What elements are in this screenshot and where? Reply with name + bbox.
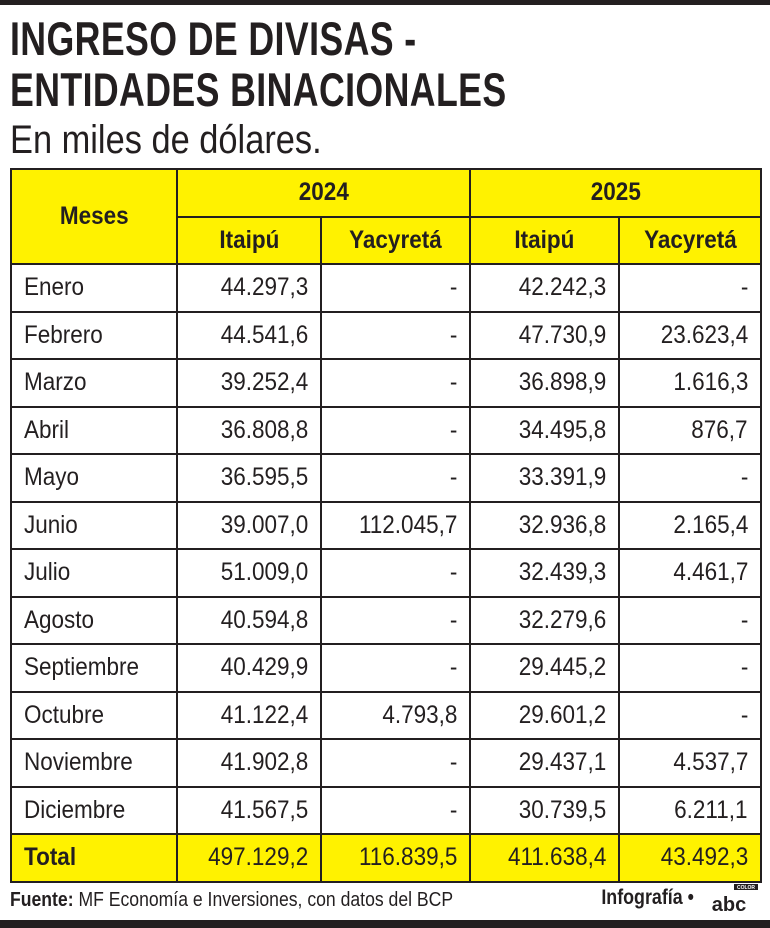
cell-yacyreta-2025: 23.623,4: [618, 310, 762, 360]
cell-yacyreta-2025: 876,7: [618, 405, 762, 455]
cell-month: Enero: [10, 263, 178, 313]
cell-yacyreta-2024: -: [320, 358, 471, 408]
data-table: Meses 2024 2025 Itaipú Yacyretá Itaipú Y…: [10, 168, 762, 883]
cell-month: Junio: [10, 500, 178, 550]
cell-yacyreta-2024: 116.839,5: [320, 833, 471, 883]
cell-itaipu-2025: 32.439,3: [469, 548, 620, 598]
header-yacyreta-2024: Yacyretá: [320, 215, 471, 265]
title-line-1: INGRESO DE DIVISAS -: [10, 12, 417, 65]
cell-itaipu-2024: 36.808,8: [176, 405, 322, 455]
cell-month: Total: [10, 833, 178, 883]
cell-yacyreta-2025: 4.537,7: [618, 738, 762, 788]
title-line-2: ENTIDADES BINACIONALES: [10, 63, 507, 116]
table-row: Febrero 44.541,6-47.730,9 23.623,4: [10, 310, 762, 360]
cell-itaipu-2025: 29.445,2: [469, 643, 620, 693]
credit-text: Infografía •: [601, 886, 694, 909]
cell-itaipu-2025: 36.898,9: [469, 358, 620, 408]
table-row: Octubre 41.122,4 4.793,8 29.601,2-: [10, 690, 762, 740]
table-row: Enero 44.297,3-42.242,3-: [10, 263, 762, 313]
cell-yacyreta-2025: -: [618, 643, 762, 693]
cell-itaipu-2024: 36.595,5: [176, 453, 322, 503]
header-itaipu-2024: Itaipú: [176, 215, 322, 265]
cell-itaipu-2025: 32.936,8: [469, 500, 620, 550]
cell-yacyreta-2025: -: [618, 453, 762, 503]
cell-itaipu-2025: 411.638,4: [469, 833, 620, 883]
cell-month: Abril: [10, 405, 178, 455]
header-yacyreta-2025: Yacyretá: [618, 215, 762, 265]
source-note: Fuente: MF Economía e Inversiones, con d…: [10, 889, 453, 912]
cell-itaipu-2024: 51.009,0: [176, 548, 322, 598]
cell-yacyreta-2024: -: [320, 643, 471, 693]
table-row: Abril 36.808,8-34.495,8 876,7: [10, 405, 762, 455]
cell-yacyreta-2024: -: [320, 405, 471, 455]
cell-yacyreta-2024: 4.793,8: [320, 690, 471, 740]
cell-itaipu-2024: 39.007,0: [176, 500, 322, 550]
cell-itaipu-2024: 41.567,5: [176, 785, 322, 835]
cell-itaipu-2024: 44.541,6: [176, 310, 322, 360]
logo-sub: COLOR: [737, 885, 755, 891]
subtitle: En miles de dólares.: [10, 118, 322, 162]
table-row: Noviembre 41.902,8-29.437,1 4.537,7: [10, 738, 762, 788]
header-year-2025: 2025: [469, 168, 762, 218]
cell-itaipu-2025: 34.495,8: [469, 405, 620, 455]
logo-text: abc: [712, 894, 746, 912]
cell-yacyreta-2024: -: [320, 785, 471, 835]
cell-yacyreta-2025: 43.492,3: [618, 833, 762, 883]
cell-itaipu-2025: 29.437,1: [469, 738, 620, 788]
cell-yacyreta-2024: -: [320, 453, 471, 503]
table-row: Julio 51.009,0-32.439,3 4.461,7: [10, 548, 762, 598]
total-row: Total 497.129,2 116.839,5 411.638,4 43.492,3: [10, 833, 762, 883]
cell-month: Febrero: [10, 310, 178, 360]
cell-itaipu-2024: 44.297,3: [176, 263, 322, 313]
header-months: Meses: [10, 168, 178, 265]
cell-month: Agosto: [10, 595, 178, 645]
cell-month: Septiembre: [10, 643, 178, 693]
header-year-2024: 2024: [176, 168, 471, 218]
cell-itaipu-2025: 32.279,6: [469, 595, 620, 645]
cell-yacyreta-2025: -: [618, 595, 762, 645]
header-itaipu-2025: Itaipú: [469, 215, 620, 265]
table-row: Septiembre 40.429,9-29.445,2-: [10, 643, 762, 693]
cell-yacyreta-2024: -: [320, 263, 471, 313]
cell-yacyreta-2024: -: [320, 738, 471, 788]
cell-yacyreta-2025: -: [618, 690, 762, 740]
credit: Infografía • COLOR abc: [585, 884, 758, 912]
cell-itaipu-2025: 29.601,2: [469, 690, 620, 740]
cell-itaipu-2024: 40.429,9: [176, 643, 322, 693]
abc-color-logo: COLOR abc: [712, 884, 758, 912]
table-row: Junio 39.007,0 112.045,7 32.936,8 2.165,4: [10, 500, 762, 550]
source-label: Fuente:: [10, 889, 74, 911]
cell-yacyreta-2025: -: [618, 263, 762, 313]
cell-month: Noviembre: [10, 738, 178, 788]
cell-yacyreta-2024: 112.045,7: [320, 500, 471, 550]
cell-month: Marzo: [10, 358, 178, 408]
table-row: Diciembre 41.567,5-30.739,5 6.211,1: [10, 785, 762, 835]
table-row: Agosto 40.594,8-32.279,6-: [10, 595, 762, 645]
cell-itaipu-2024: 497.129,2: [176, 833, 322, 883]
source-text: MF Economía e Inversiones, con datos del…: [73, 889, 454, 911]
cell-itaipu-2024: 41.122,4: [176, 690, 322, 740]
cell-itaipu-2024: 40.594,8: [176, 595, 322, 645]
cell-month: Diciembre: [10, 785, 178, 835]
cell-itaipu-2025: 47.730,9: [469, 310, 620, 360]
bottom-bar: [0, 920, 770, 928]
cell-yacyreta-2024: -: [320, 310, 471, 360]
cell-month: Octubre: [10, 690, 178, 740]
cell-itaipu-2025: 33.391,9: [469, 453, 620, 503]
cell-itaipu-2024: 41.902,8: [176, 738, 322, 788]
top-bar: [0, 0, 770, 5]
cell-itaipu-2025: 30.739,5: [469, 785, 620, 835]
cell-yacyreta-2025: 2.165,4: [618, 500, 762, 550]
cell-itaipu-2024: 39.252,4: [176, 358, 322, 408]
cell-yacyreta-2025: 4.461,7: [618, 548, 762, 598]
cell-month: Mayo: [10, 453, 178, 503]
cell-yacyreta-2024: -: [320, 595, 471, 645]
cell-month: Julio: [10, 548, 178, 598]
cell-yacyreta-2025: 6.211,1: [618, 785, 762, 835]
cell-itaipu-2025: 42.242,3: [469, 263, 620, 313]
cell-yacyreta-2025: 1.616,3: [618, 358, 762, 408]
table-row: Mayo 36.595,5-33.391,9-: [10, 453, 762, 503]
cell-yacyreta-2024: -: [320, 548, 471, 598]
table-row: Marzo 39.252,4-36.898,9 1.616,3: [10, 358, 762, 408]
